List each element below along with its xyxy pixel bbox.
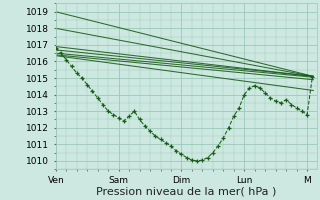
X-axis label: Pression niveau de la mer( hPa ): Pression niveau de la mer( hPa ) (96, 187, 276, 197)
